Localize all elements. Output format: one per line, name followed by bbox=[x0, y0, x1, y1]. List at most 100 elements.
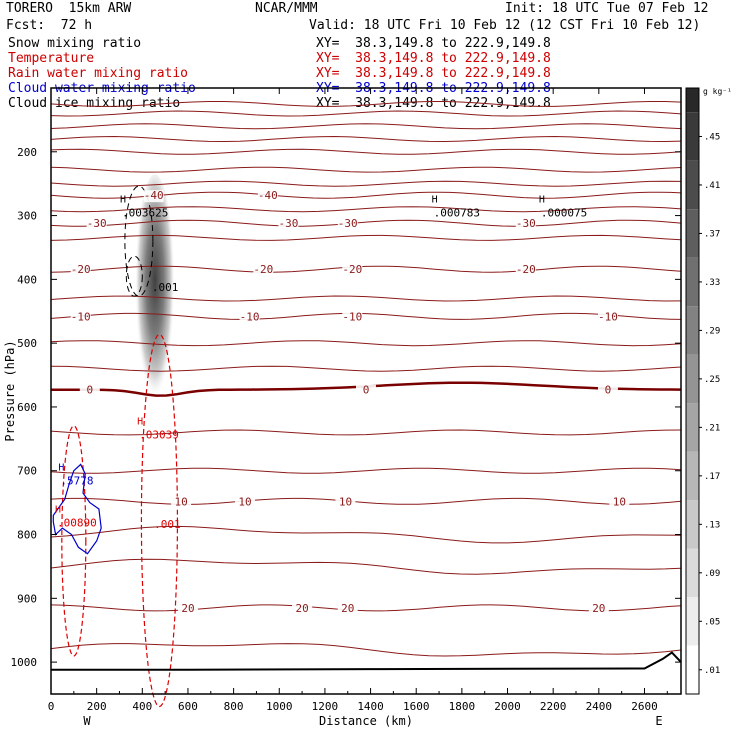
x-tick-label: 1000 bbox=[266, 700, 293, 713]
colorbar-tick-label: .09 bbox=[704, 569, 720, 579]
temperature-contour bbox=[50, 234, 682, 241]
snow-max-marker: H bbox=[539, 194, 545, 205]
colorbar-tick-label: .41 bbox=[704, 181, 720, 191]
colorbar-tick-label: .37 bbox=[704, 229, 720, 239]
x-tick-label: 2600 bbox=[631, 700, 658, 713]
field-name-cloud-water: Cloud water mixing ratio bbox=[8, 81, 196, 96]
temperature-contour-label: 20 bbox=[341, 602, 354, 615]
colorbar-tick-label: .29 bbox=[704, 326, 720, 336]
field-xy-temperature: XY= 38.3,149.8 to 222.9,149.8 bbox=[316, 51, 551, 66]
y-tick-label: 1000 bbox=[11, 656, 38, 669]
colorbar-segment bbox=[686, 88, 699, 113]
x-tick-label: 200 bbox=[87, 700, 107, 713]
colorbar-segment bbox=[686, 257, 699, 307]
rain-max-value: .03039 bbox=[139, 428, 179, 441]
temperature-contour bbox=[50, 365, 682, 372]
temperature-contour bbox=[50, 148, 682, 155]
colorbar-tick-label: .05 bbox=[704, 617, 720, 627]
colorbar-tick-label: .45 bbox=[704, 132, 720, 142]
colorbar-tick-label: .17 bbox=[704, 472, 720, 482]
temperature-contour bbox=[50, 206, 682, 213]
x-tick-label: 800 bbox=[224, 700, 244, 713]
colorbar-segment bbox=[686, 160, 699, 210]
temperature-contour bbox=[50, 295, 682, 302]
colorbar-segment bbox=[686, 354, 699, 404]
cloud-water-contour bbox=[52, 463, 102, 555]
temperature-contour-label: -30 bbox=[516, 217, 536, 230]
x-tick-label: 1600 bbox=[403, 700, 430, 713]
temperature-contour-label: 20 bbox=[181, 602, 194, 615]
colorbar-frame bbox=[685, 87, 700, 695]
y-tick-label: 600 bbox=[17, 401, 37, 414]
colorbar-tick-label: .33 bbox=[704, 278, 720, 288]
field-xy-cloud-ice: XY= 38.3,149.8 to 222.9,149.8 bbox=[316, 96, 551, 111]
rain-max-marker: H bbox=[55, 504, 61, 515]
temperature-contour-label: 0 bbox=[86, 384, 93, 397]
temperature-contour-label: 10 bbox=[238, 495, 251, 508]
colorbar-segment bbox=[686, 306, 699, 355]
ice-contour-value: .001 bbox=[152, 281, 179, 294]
temperature-contour bbox=[50, 558, 682, 575]
temperature-contour-label: 0 bbox=[605, 384, 612, 397]
x-tick-label: 2000 bbox=[494, 700, 521, 713]
temperature-contour bbox=[50, 429, 682, 436]
temperature-contour bbox=[50, 467, 682, 474]
y-tick-label: 200 bbox=[17, 146, 37, 159]
forecast-hour: Fcst: 72 h bbox=[6, 18, 93, 33]
colorbar-segment bbox=[686, 548, 699, 598]
y-tick-label: 300 bbox=[17, 210, 37, 223]
x-tick-label: 600 bbox=[178, 700, 198, 713]
temperature-contour-10 bbox=[50, 497, 682, 505]
temperature-contour bbox=[50, 643, 682, 657]
temperature-contour bbox=[50, 340, 682, 347]
colorbar-segment bbox=[686, 645, 699, 694]
rain-max-value: .00890 bbox=[57, 516, 97, 529]
temperature-contour-20 bbox=[50, 604, 682, 612]
y-tick-label: 800 bbox=[17, 529, 37, 542]
x-axis-label: Distance (km) bbox=[319, 714, 413, 728]
temperature-contour bbox=[50, 166, 682, 173]
colorbar-segment bbox=[686, 597, 699, 646]
y-tick-label: 900 bbox=[17, 592, 37, 605]
temperature-contour bbox=[50, 110, 682, 117]
rain-contour bbox=[140, 333, 179, 708]
temperature-contour--30 bbox=[50, 219, 682, 227]
snow-max-value: .000075 bbox=[541, 206, 587, 219]
colorbar-tick-label: .13 bbox=[704, 520, 720, 530]
colorbar-segment bbox=[686, 403, 699, 452]
temperature-contour-label: -20 bbox=[342, 263, 362, 276]
x-tick-label: 1400 bbox=[357, 700, 384, 713]
y-tick-label: 500 bbox=[17, 337, 37, 350]
x-tick-label: 1200 bbox=[312, 700, 339, 713]
snow-max-marker: H bbox=[432, 194, 438, 205]
x-tick-label: 2400 bbox=[586, 700, 613, 713]
temperature-contour-label: 0 bbox=[363, 384, 370, 397]
temperature-contour-label: -40 bbox=[144, 189, 164, 202]
east-endpoint-label: E bbox=[655, 714, 662, 728]
colorbar-segment bbox=[686, 451, 699, 501]
snow-contour bbox=[124, 185, 154, 297]
valid-time: Valid: 18 UTC Fri 10 Feb 12 (12 CST Fri … bbox=[309, 18, 701, 33]
temperature-contour bbox=[50, 180, 682, 187]
colorbar-tick-label: .25 bbox=[704, 375, 720, 385]
field-xy-snow: XY= 38.3,149.8 to 222.9,149.8 bbox=[316, 36, 551, 51]
y-tick-label: 700 bbox=[17, 465, 37, 478]
temperature-contour-label: 20 bbox=[295, 602, 308, 615]
temperature-contour-label: -10 bbox=[240, 310, 260, 323]
field-name-temperature: Temperature bbox=[8, 51, 95, 66]
temperature-contour-label: -10 bbox=[71, 310, 91, 323]
temperature-contour-label: -10 bbox=[598, 310, 618, 323]
colorbar-segment bbox=[686, 209, 699, 258]
temperature-contour bbox=[50, 101, 682, 107]
y-tick-label: 400 bbox=[17, 273, 37, 286]
rain-contour-value: .001 bbox=[154, 518, 181, 531]
field-name-rain: Rain water mixing ratio bbox=[8, 66, 189, 81]
model-title: TORERO 15km ARW bbox=[6, 1, 132, 16]
init-time: Init: 18 UTC Tue 07 Feb 12 bbox=[505, 1, 709, 16]
snow-max-value: .003625 bbox=[122, 206, 168, 219]
temperature-contour-label: 10 bbox=[339, 495, 352, 508]
temperature-contour bbox=[50, 123, 682, 130]
cloud_water-max-value: .5778 bbox=[60, 474, 93, 487]
colorbar-segment bbox=[686, 500, 699, 549]
